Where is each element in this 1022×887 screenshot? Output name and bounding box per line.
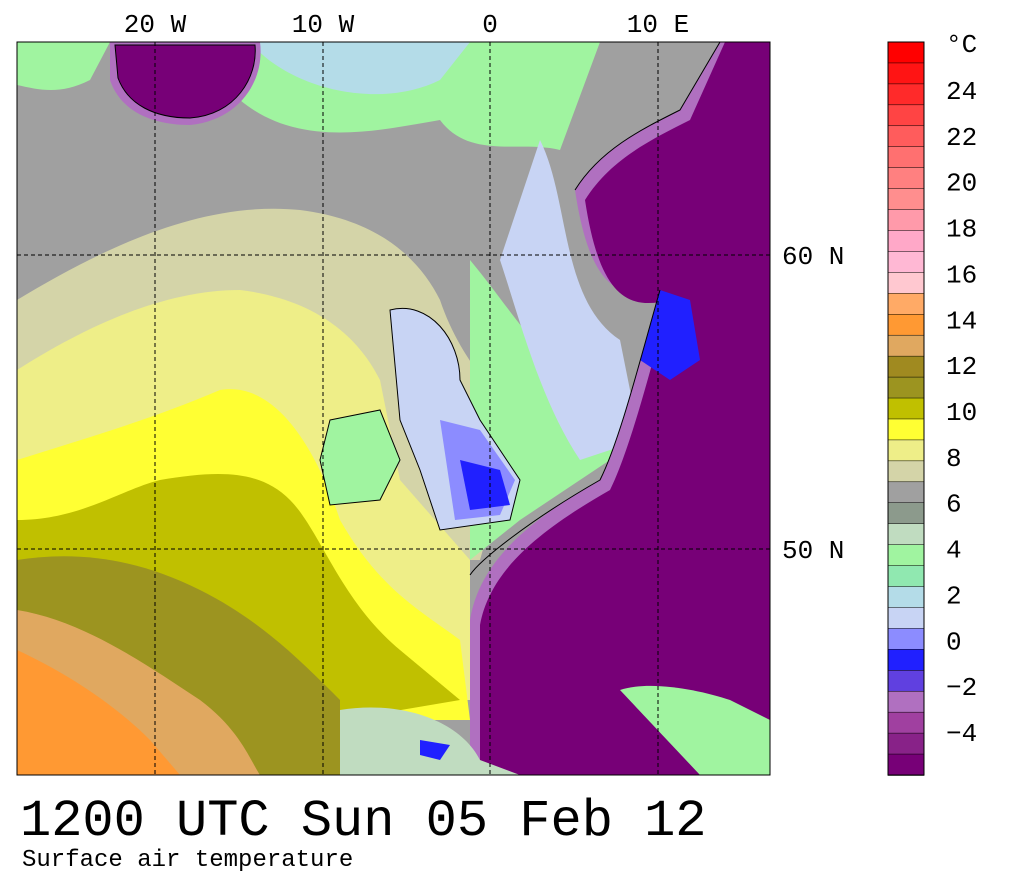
colorbar-bin bbox=[887, 418, 925, 441]
colorbar-bin bbox=[887, 711, 925, 734]
colorbar-bin bbox=[887, 334, 925, 357]
colorbar-bin bbox=[887, 314, 925, 336]
colorbar-bin bbox=[887, 167, 925, 190]
subtitle: Surface air temperature bbox=[22, 847, 353, 874]
colorbar-frame bbox=[887, 41, 925, 776]
colorbar-label: 2 bbox=[946, 581, 962, 611]
colorbar-bin bbox=[887, 209, 925, 232]
lon-label: 10 W bbox=[292, 10, 355, 40]
colorbar-bin bbox=[887, 146, 925, 169]
graticule bbox=[17, 42, 770, 775]
colorbar-label: −4 bbox=[946, 719, 977, 749]
colorbar-label: 8 bbox=[946, 444, 962, 474]
colorbar-bin bbox=[887, 272, 925, 295]
colorbar-bin bbox=[887, 732, 925, 755]
colorbar-bin bbox=[887, 251, 925, 274]
colorbar-bin bbox=[887, 649, 925, 672]
colorbar-bin bbox=[887, 230, 925, 253]
colorbar-bin bbox=[887, 586, 925, 609]
colorbar-bin bbox=[887, 104, 925, 127]
colorbar-label: 16 bbox=[946, 260, 977, 290]
colorbar-bin bbox=[887, 439, 925, 462]
map-frame bbox=[16, 41, 771, 776]
colorbar-label: 10 bbox=[946, 398, 977, 428]
colorbar-bin bbox=[887, 460, 925, 483]
colorbar-bin bbox=[887, 188, 925, 211]
colorbar-bin bbox=[887, 502, 925, 525]
colorbar-bin bbox=[887, 607, 925, 630]
colorbar-label: 14 bbox=[946, 306, 977, 336]
colorbar-bin bbox=[887, 376, 925, 399]
colorbar-label: 12 bbox=[946, 352, 977, 382]
colorbar-bin bbox=[887, 544, 925, 567]
colorbar-bin bbox=[887, 481, 925, 504]
colorbar-bin bbox=[887, 355, 925, 378]
colorbar-bin bbox=[887, 565, 925, 588]
colorbar-bin bbox=[887, 293, 925, 316]
colorbar-label: 6 bbox=[946, 490, 962, 520]
lat-label: 50 N bbox=[782, 536, 844, 566]
colorbar-bin bbox=[887, 62, 925, 85]
lon-label: 10 E bbox=[627, 10, 689, 40]
colorbar-bin bbox=[887, 523, 925, 546]
colorbar-label: −2 bbox=[946, 673, 977, 703]
colorbar-bin bbox=[887, 628, 925, 651]
lon-label: 0 bbox=[482, 10, 498, 40]
colorbar-bin bbox=[887, 690, 925, 713]
colorbar-bin bbox=[887, 753, 925, 776]
title: 1200 UTC Sun 05 Feb 12 bbox=[20, 792, 707, 851]
colorbar-bin bbox=[887, 670, 925, 692]
colorbar-bin bbox=[887, 397, 925, 420]
colorbar-unit: °C bbox=[946, 30, 977, 60]
colorbar-bin bbox=[887, 41, 925, 64]
temperature-map bbox=[17, 42, 770, 775]
colorbar-label: 18 bbox=[946, 215, 977, 245]
colorbar-bin bbox=[887, 125, 925, 148]
colorbar-bin bbox=[887, 83, 925, 106]
colorbar-label: 22 bbox=[946, 123, 977, 153]
colorbar-label: 24 bbox=[946, 77, 977, 107]
colorbar-label: 0 bbox=[946, 627, 962, 657]
lat-label: 60 N bbox=[782, 242, 844, 272]
colorbar-label: 4 bbox=[946, 536, 962, 566]
colorbar-label: 20 bbox=[946, 169, 977, 199]
lon-label: 20 W bbox=[124, 10, 187, 40]
